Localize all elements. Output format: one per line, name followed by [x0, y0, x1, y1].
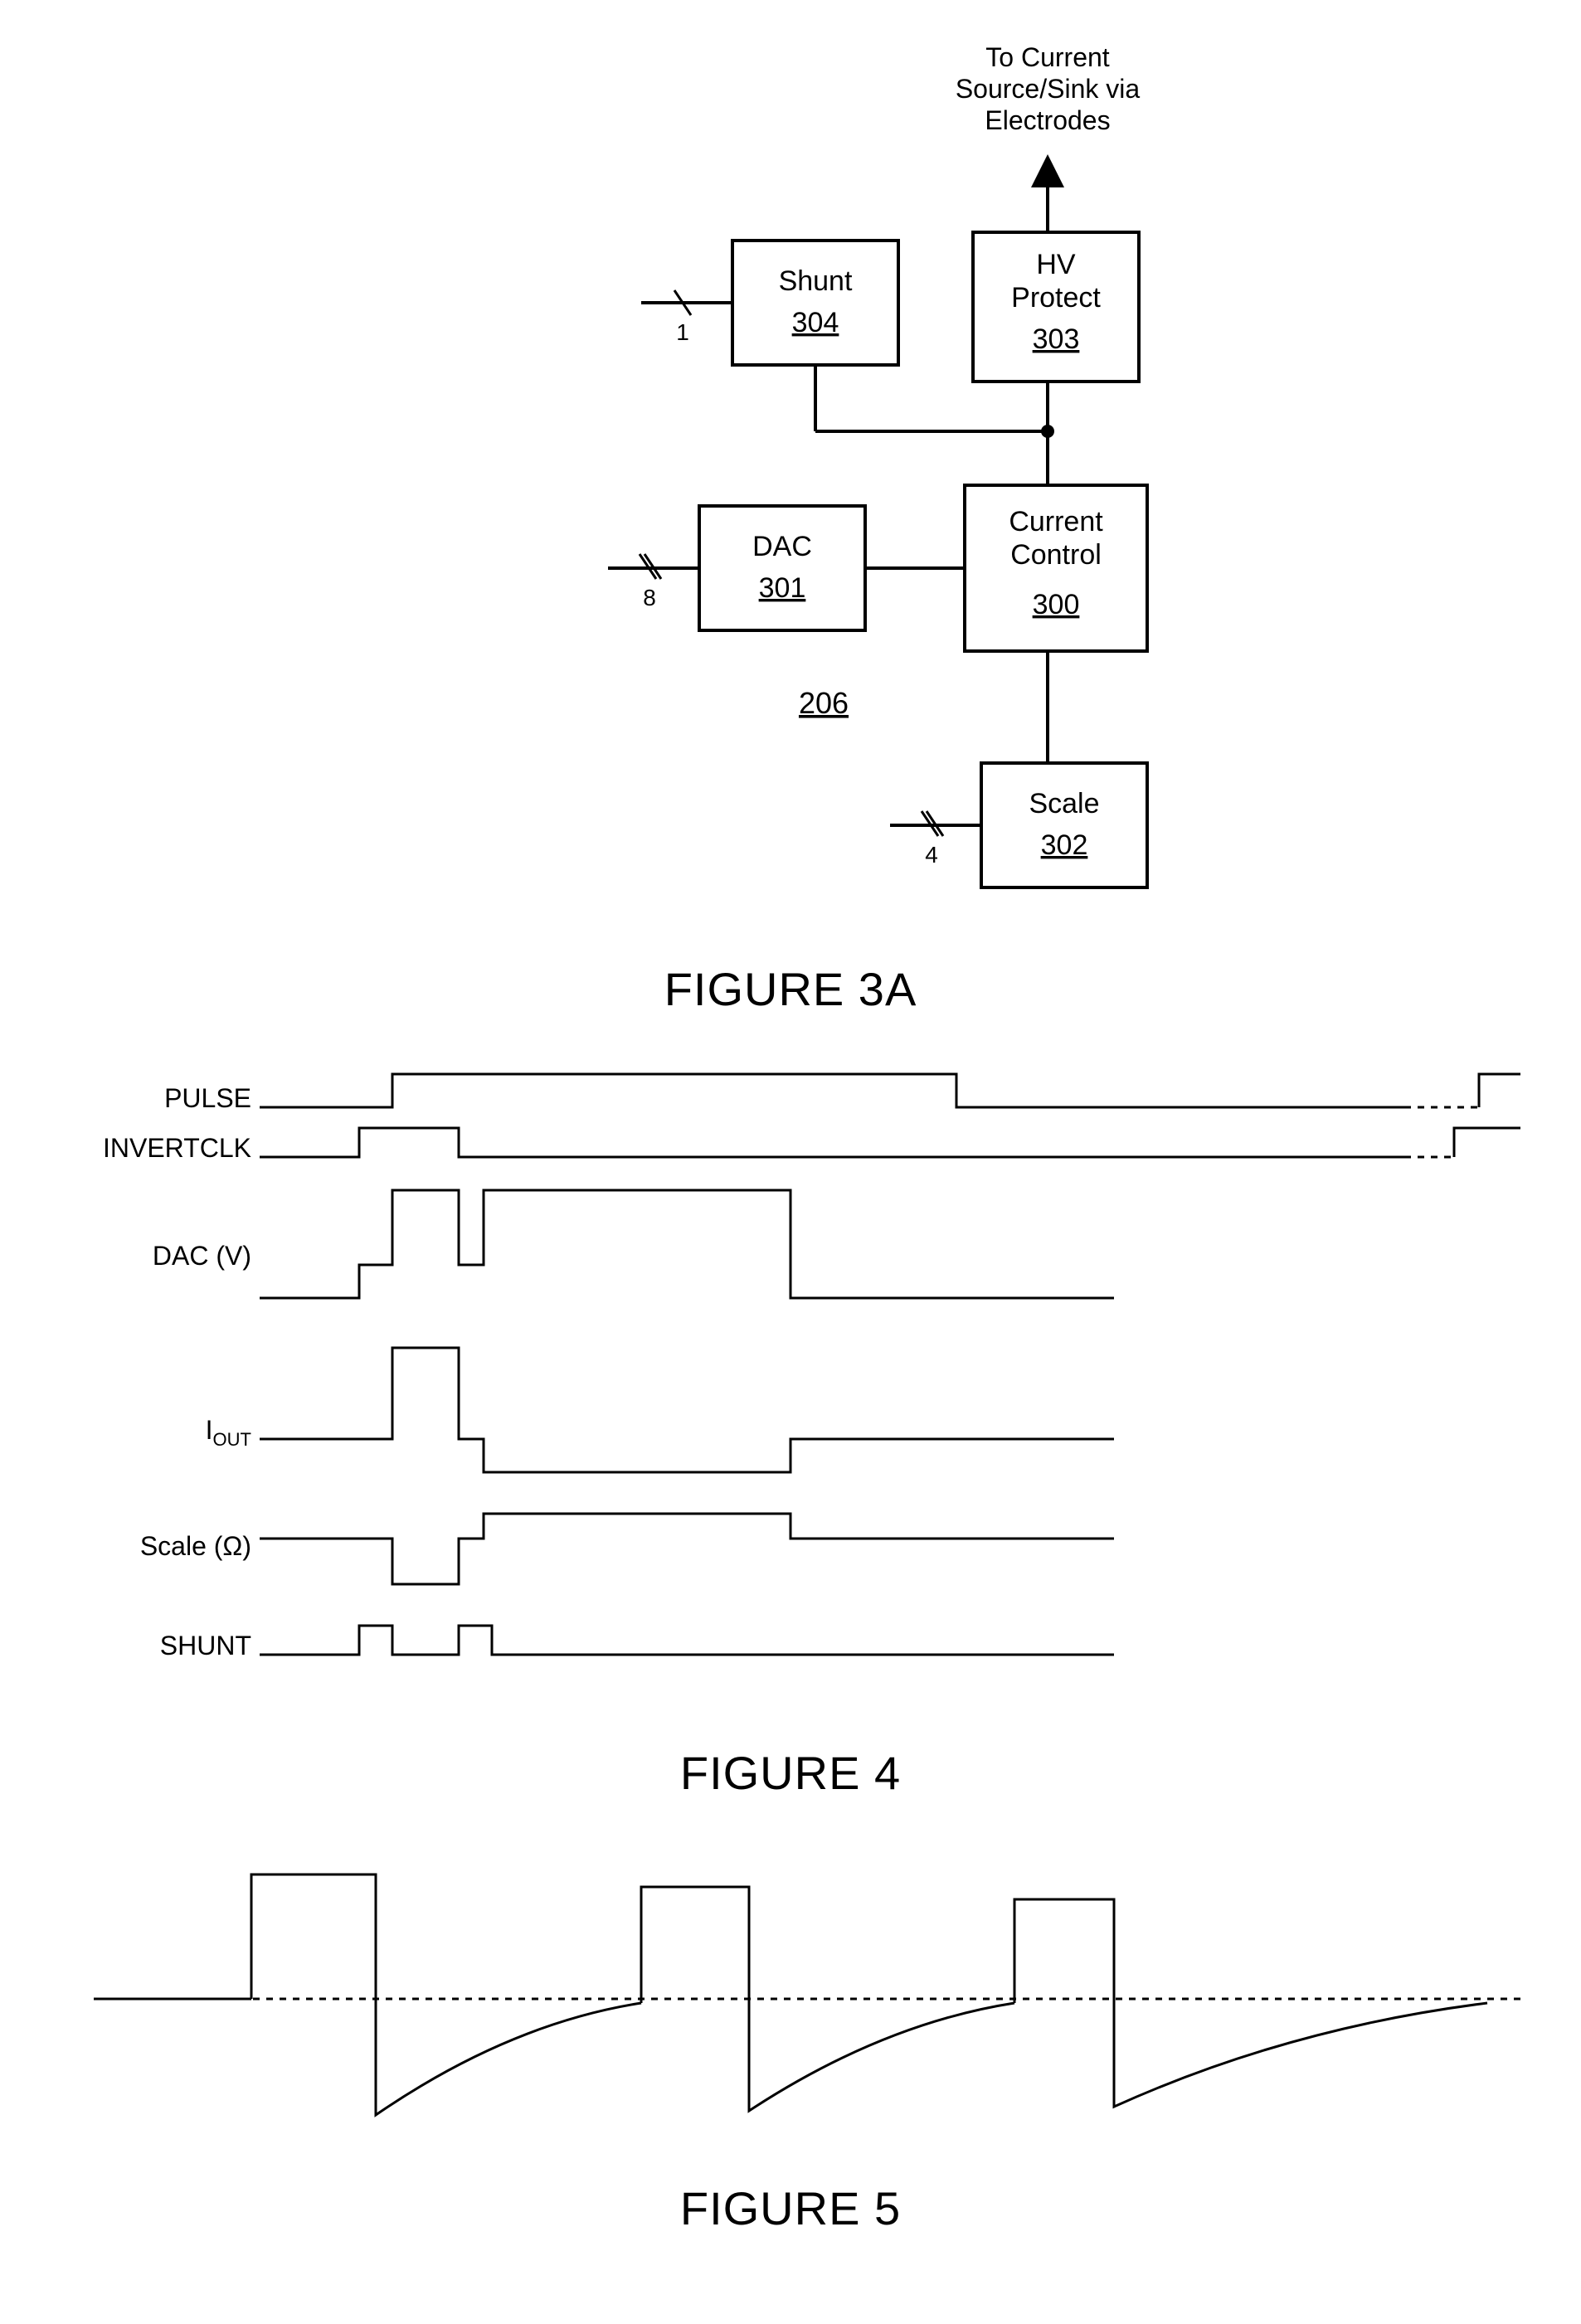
shunt-label: Shunt: [779, 265, 853, 297]
dac-box: [699, 506, 865, 630]
bus-width-shunt: 1: [676, 319, 689, 345]
cc-label2: Control: [1010, 539, 1102, 571]
label-iout: IOUT: [206, 1415, 251, 1450]
figure-4-title: FIGURE 4: [33, 1746, 1548, 1800]
figure-4-diagram: PULSE INVERTCLK DAC (V) IOUT Scale (Ω) S…: [44, 1049, 1537, 1729]
figure-5-diagram: [44, 1833, 1537, 2165]
scale-box: [981, 763, 1147, 887]
header-line1: To Current: [985, 42, 1110, 72]
cc-ref: 300: [1033, 589, 1080, 620]
scale-ref: 302: [1041, 829, 1088, 861]
bus-width-dac: 8: [643, 585, 656, 610]
bus-width-scale: 4: [925, 842, 938, 868]
label-dacv: DAC (V): [153, 1241, 251, 1271]
header-line3: Electrodes: [985, 105, 1110, 135]
cc-label1: Current: [1009, 506, 1103, 537]
hv-ref: 303: [1033, 323, 1080, 355]
shunt-box: [732, 241, 898, 365]
header-line2: Source/Sink via: [956, 74, 1141, 104]
label-pulse: PULSE: [164, 1083, 251, 1113]
label-invertclk: INVERTCLK: [103, 1133, 251, 1163]
scale-label: Scale: [1029, 788, 1099, 819]
figure-5-title: FIGURE 5: [33, 2181, 1548, 2235]
hv-label1: HV: [1036, 249, 1076, 280]
dac-ref: 301: [759, 572, 806, 604]
ref-206: 206: [799, 686, 849, 720]
figure-3a-diagram: To Current Source/Sink via Electrodes HV…: [293, 33, 1288, 946]
hv-label2: Protect: [1011, 282, 1101, 314]
shunt-ref: 304: [792, 307, 839, 338]
dac-label: DAC: [752, 531, 812, 562]
label-shunt: SHUNT: [160, 1631, 251, 1660]
figure-3a-title: FIGURE 3A: [33, 962, 1548, 1016]
label-scale: Scale (Ω): [140, 1531, 251, 1561]
